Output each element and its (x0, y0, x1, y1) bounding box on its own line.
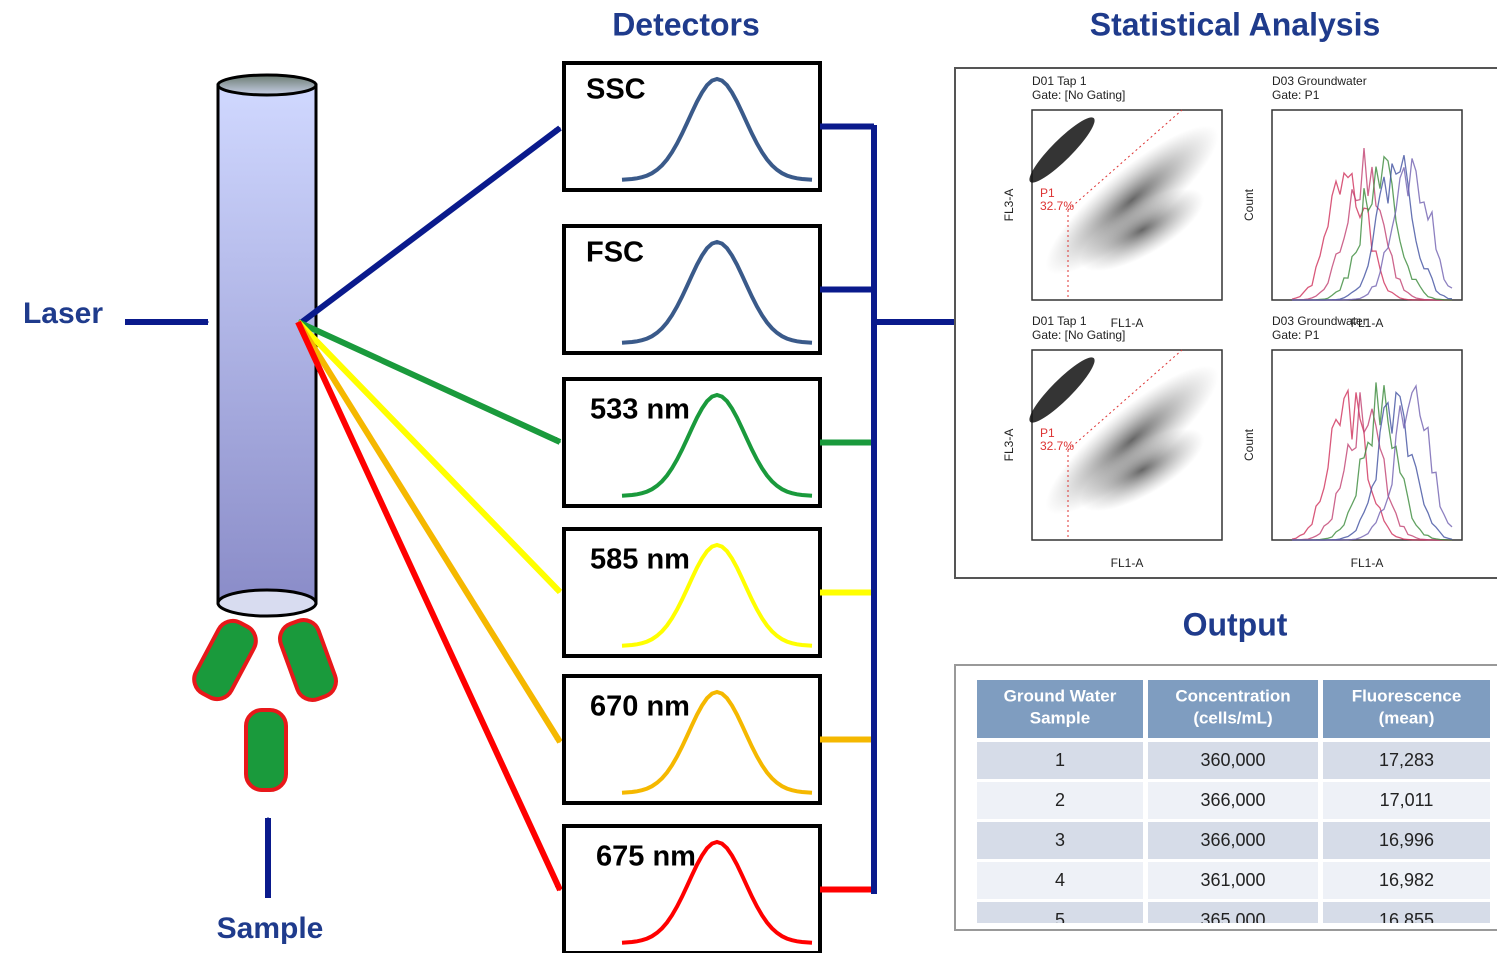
detector-label: 670 nm (590, 691, 690, 723)
y-axis-label: Count (1242, 428, 1256, 461)
cell-text: 16,982 (1379, 870, 1434, 890)
cell-text: 366,000 (1200, 790, 1265, 810)
cell-text: 360,000 (1200, 750, 1265, 770)
flow-tube (218, 85, 316, 603)
detector-label: 675 nm (596, 841, 696, 873)
plot-title: D01 Tap 1 (1032, 314, 1087, 328)
diagram: Laser Sample Detectors Statistical Analy… (0, 0, 1497, 953)
beam-arrow (298, 322, 560, 890)
detectors-heading: Detectors (612, 6, 760, 42)
plot-gate: Gate: P1 (1272, 328, 1320, 342)
analysis-heading: Statistical Analysis (1090, 6, 1381, 42)
header-text: (mean) (1379, 708, 1435, 727)
cell-text: 2 (1055, 790, 1065, 810)
cell-text: 16,996 (1379, 830, 1434, 850)
laser-label: Laser (23, 297, 103, 330)
beam-arrow (302, 128, 560, 322)
cell (276, 616, 341, 705)
y-axis-label: FL3-A (1002, 189, 1016, 222)
cell (246, 710, 286, 790)
beam-arrow (298, 322, 560, 592)
x-axis-label: FL1-A (1351, 556, 1384, 570)
plot-gate: Gate: P1 (1272, 88, 1320, 102)
x-axis-label: FL1-A (1111, 556, 1144, 570)
cell-text: 4 (1055, 870, 1065, 890)
tube-bottom (218, 590, 316, 616)
plot-title: D03 Groundwater (1272, 314, 1367, 328)
header-text: Ground Water (1004, 686, 1117, 705)
gate-region: P1 (1040, 186, 1055, 200)
header-text: Concentration (1175, 686, 1290, 705)
cell-text: 361,000 (1200, 870, 1265, 890)
detector-label: FSC (586, 237, 644, 269)
cell (189, 615, 262, 704)
detector-label: SSC (586, 74, 646, 106)
header-text: Fluorescence (1352, 686, 1462, 705)
y-axis-label: Count (1242, 188, 1256, 221)
cell-text: 3 (1055, 830, 1065, 850)
cell-text: 17,283 (1379, 750, 1434, 770)
plot-title: D01 Tap 1 (1032, 74, 1087, 88)
tube-top (218, 75, 316, 95)
header-text: (cells/mL) (1193, 708, 1272, 727)
plot-gate: Gate: [No Gating] (1032, 328, 1125, 342)
gate-region: P1 (1040, 426, 1055, 440)
detector-label: 585 nm (590, 544, 690, 576)
cells (189, 615, 341, 790)
detectors: SSC FSC 533 nm 585 nm 670 nm 675 nm (298, 63, 874, 953)
plot-title: D03 Groundwater (1272, 74, 1367, 88)
cell-text: 17,011 (1380, 790, 1434, 810)
detector-label: 533 nm (590, 394, 690, 426)
cell-text: 366,000 (1200, 830, 1265, 850)
header-text: Sample (1030, 708, 1090, 727)
y-axis-label: FL3-A (1002, 429, 1016, 462)
plot-gate: Gate: [No Gating] (1032, 88, 1125, 102)
gate-percent: 32.7% (1040, 199, 1074, 213)
gate-percent: 32.7% (1040, 439, 1074, 453)
output-heading: Output (1183, 606, 1288, 642)
cell-text: 1 (1055, 750, 1065, 770)
sample-label: Sample (217, 912, 324, 945)
